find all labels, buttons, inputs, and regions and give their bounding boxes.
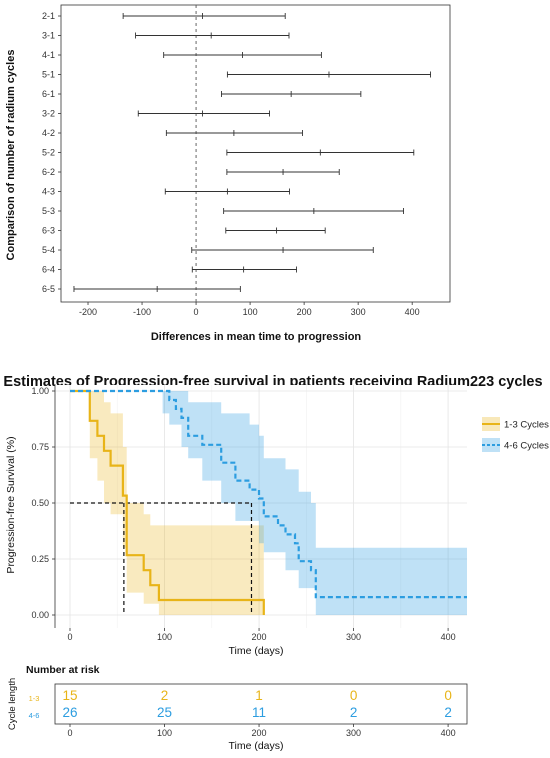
risk-cell: 0 <box>444 688 452 703</box>
risk-x-tick-label: 100 <box>157 728 172 738</box>
risk-cell: 2 <box>444 705 452 720</box>
risk-cell: 2 <box>350 705 358 720</box>
risk-cell: 26 <box>62 705 77 720</box>
y-tick-label: 0.25 <box>31 554 49 564</box>
y-tick-label: 4-2 <box>42 128 55 138</box>
y-tick-label: 3-1 <box>42 31 55 41</box>
km-legend: 1-3 Cycles 4-6 Cycles <box>482 417 549 452</box>
km-survival-curves <box>70 389 467 615</box>
km-x-ticks: 0 100 200 300 400 <box>67 628 456 642</box>
comparison-panel: 2-1 3-1 4-1 5-1 6-1 3-2 4-2 5-2 6-2 4-3 5-3 6-3 5-4 6… <box>5 4 451 343</box>
risk-table-y-axis-title: Cycle length <box>7 678 18 730</box>
y-tick-label: 0.75 <box>31 442 49 452</box>
y-tick-label: 1.00 <box>31 386 49 396</box>
x-tick-label: 400 <box>441 632 456 642</box>
risk-x-tick-label: 0 <box>67 728 72 738</box>
km-y-axis-title: Progression-free Survival (%) <box>5 436 17 573</box>
legend-swatch <box>482 438 500 452</box>
survival-curve-cycles-4-6 <box>70 389 467 599</box>
survival-curve-cycles-1-3 <box>70 389 265 615</box>
risk-cell: 11 <box>252 705 266 720</box>
km-median-lines <box>70 502 253 615</box>
risk-x-tick-label: 200 <box>252 728 267 738</box>
comparison-bar-6-5 <box>73 286 241 292</box>
y-tick-label: 6-1 <box>42 89 55 99</box>
comparison-bar-6-2 <box>226 169 340 175</box>
risk-x-tick-label: 400 <box>441 728 456 738</box>
comparison-bar-5-1 <box>226 71 431 78</box>
confidence-band-cycles-1-3 <box>70 391 264 615</box>
comparison-bar-4-3 <box>164 188 290 195</box>
y-tick-label: 5-3 <box>42 206 55 216</box>
km-y-ticks: 0.00 0.25 0.50 0.75 1.00 <box>31 386 55 620</box>
y-tick-label: 5-1 <box>42 70 55 80</box>
y-tick-label: 0.00 <box>31 610 49 620</box>
legend-label: 1-3 Cycles <box>504 420 549 431</box>
comparison-plot-frame <box>60 4 451 303</box>
comparison-y-axis-title: Comparison of number of radium cycles <box>5 50 17 261</box>
comparison-bar-6-4 <box>191 266 298 273</box>
comparison-x-ticks: -200 -100 0 100 200 300 400 <box>79 302 420 317</box>
risk-table-cells: 1-3 15 2 1 0 0 4-6 26 25 11 2 2 <box>29 688 452 720</box>
risk-cell: 25 <box>157 705 172 720</box>
x-tick-label: 200 <box>297 307 312 317</box>
y-tick-label: 6-3 <box>42 226 55 236</box>
y-tick-label: 6-4 <box>42 265 55 275</box>
y-tick-label: 6-2 <box>42 167 55 177</box>
risk-table: Number at risk 1-3 15 2 1 0 04-6 26 25 11 2 2 0 100… <box>7 664 468 752</box>
x-tick-label: 300 <box>351 307 366 317</box>
y-tick-label: 3-2 <box>42 109 55 119</box>
legend-item-cycles-4-6: 4-6 Cycles <box>482 438 549 452</box>
comparison-bar-2-1 <box>122 13 286 19</box>
risk-table-frame <box>54 683 468 725</box>
km-panel: 0.00 0.25 0.50 0.75 1.00 0 100 200 300 400 Time … <box>5 385 549 657</box>
y-tick-label: 4-3 <box>42 187 55 197</box>
risk-cell: 1 <box>255 688 263 703</box>
risk-row-label: 1-3 <box>29 694 40 703</box>
risk-cell: 15 <box>62 688 77 703</box>
km-x-axis-title: Time (days) <box>228 645 283 657</box>
comparison-bar-3-1 <box>135 32 290 39</box>
y-tick-label: 6-5 <box>42 284 55 294</box>
risk-x-axis-title: Time (days) <box>228 740 283 752</box>
y-tick-label: 0.50 <box>31 498 49 508</box>
comparison-bar-5-2 <box>226 149 415 156</box>
risk-row-label: 4-6 <box>29 711 40 720</box>
confidence-band-cycles-4-6 <box>70 391 467 615</box>
y-tick-label: 5-4 <box>42 245 55 255</box>
y-tick-label: 4-1 <box>42 50 55 60</box>
x-tick-label: 200 <box>252 632 267 642</box>
comparison-bar-5-4 <box>191 247 374 253</box>
comparison-bar-6-1 <box>221 91 362 97</box>
comparison-bar-6-3 <box>225 227 326 234</box>
comparison-bar-5-3 <box>223 208 404 214</box>
km-confidence-bands <box>70 391 467 615</box>
y-tick-label: 2-1 <box>42 11 55 21</box>
risk-x-tick-label: 300 <box>346 728 361 738</box>
y-tick-label: 5-2 <box>42 148 55 158</box>
comparison-bars <box>73 13 431 292</box>
x-tick-label: 400 <box>405 307 420 317</box>
comparison-x-axis-title: Differences in mean time to progression <box>151 331 362 343</box>
x-tick-label: 100 <box>243 307 258 317</box>
legend-item-cycles-1-3: 1-3 Cycles <box>482 417 549 431</box>
risk-x-ticks: 0 100 200 300 400 <box>67 724 456 738</box>
x-tick-label: -100 <box>133 307 151 317</box>
x-tick-label: 0 <box>194 307 199 317</box>
risk-cell: 2 <box>161 688 169 703</box>
comparison-bar-3-2 <box>137 110 270 117</box>
legend-label: 4-6 Cycles <box>504 441 549 452</box>
x-tick-label: 100 <box>157 632 172 642</box>
x-tick-label: 0 <box>67 632 72 642</box>
comparison-y-ticks: 2-1 3-1 4-1 5-1 6-1 3-2 4-2 5-2 6-2 4-3 5-3 6-3 5-4 6… <box>42 11 61 294</box>
comparison-bar-4-1 <box>163 52 322 58</box>
risk-table-title: Number at risk <box>26 664 100 676</box>
risk-cell: 0 <box>350 688 358 703</box>
comparison-bar-4-2 <box>165 130 303 136</box>
x-tick-label: 300 <box>346 632 361 642</box>
x-tick-label: -200 <box>79 307 97 317</box>
